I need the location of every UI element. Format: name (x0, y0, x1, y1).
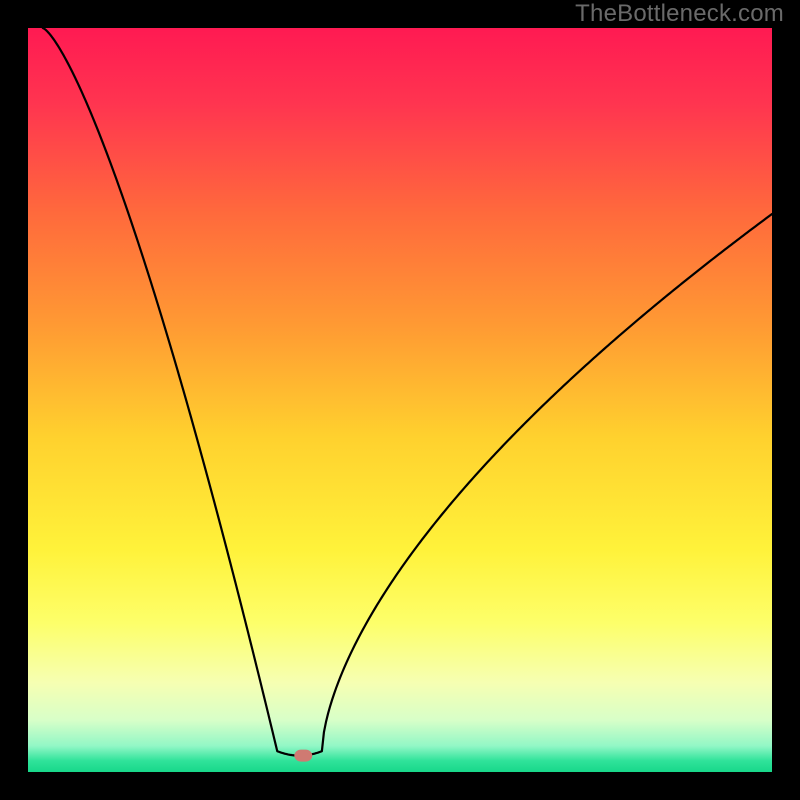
chart-stage: TheBottleneck.com (0, 0, 800, 800)
bottleneck-curve (43, 28, 772, 756)
bottleneck-marker (294, 750, 312, 762)
plot-frame (28, 28, 772, 772)
watermark-text: TheBottleneck.com (575, 0, 784, 28)
curve-overlay (28, 28, 772, 772)
